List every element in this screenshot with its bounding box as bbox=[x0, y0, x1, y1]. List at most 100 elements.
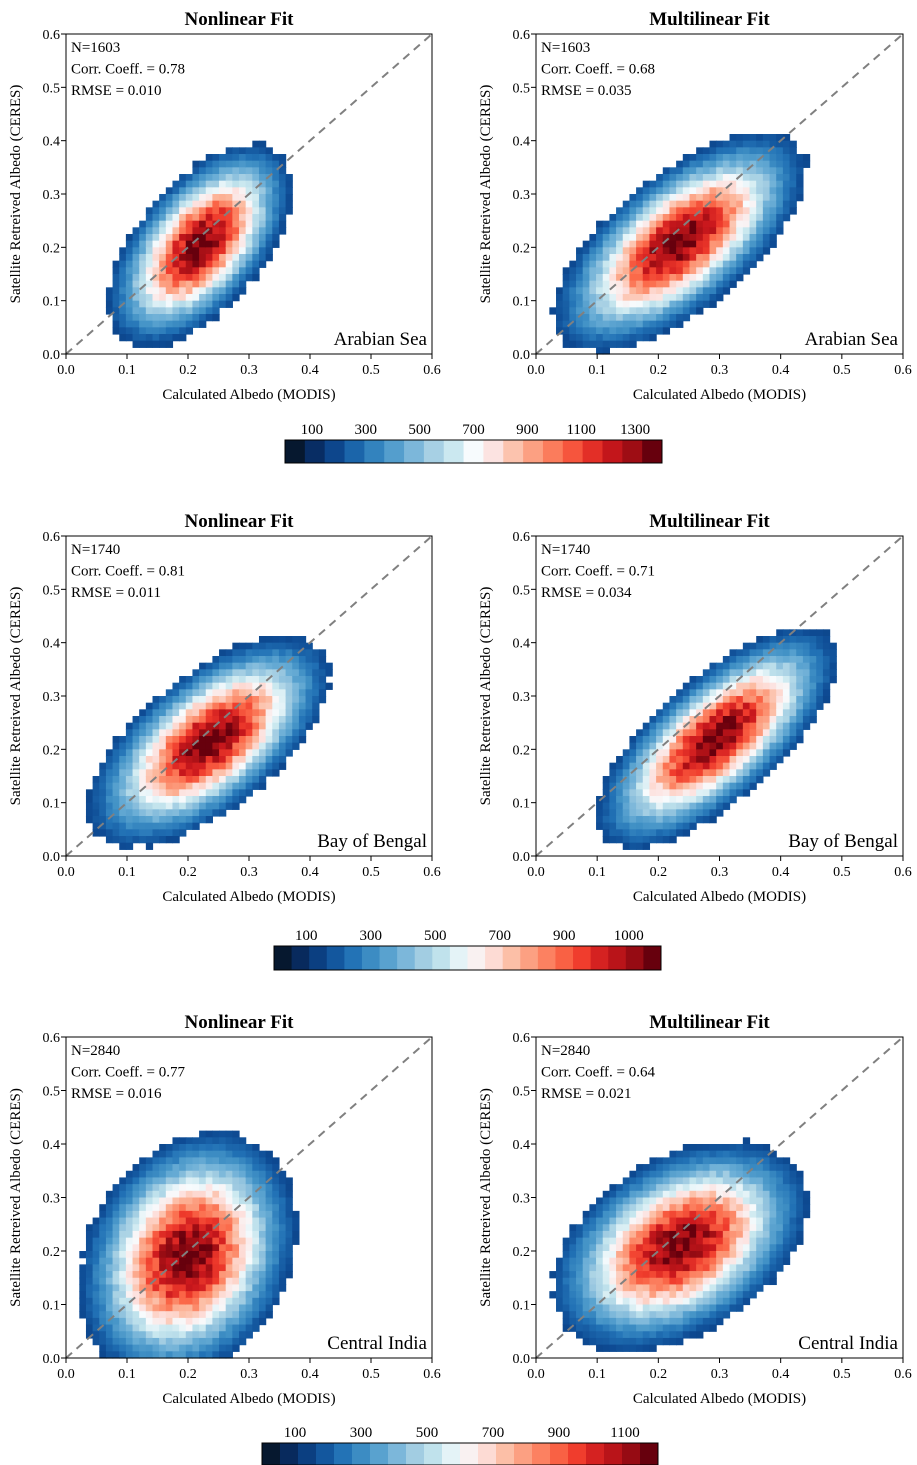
heatmap-cell bbox=[689, 234, 697, 242]
heatmap-cell bbox=[225, 1311, 233, 1319]
heatmap-cell bbox=[212, 1251, 220, 1259]
heatmap-cell bbox=[272, 1177, 280, 1185]
heatmap-cell bbox=[179, 1271, 187, 1279]
heatmap-cell bbox=[729, 207, 737, 215]
heatmap-cell bbox=[616, 247, 624, 255]
heatmap-cell bbox=[702, 709, 711, 717]
heatmap-cell bbox=[656, 1157, 664, 1165]
heatmap-cell bbox=[132, 716, 140, 724]
heatmap-cell bbox=[285, 676, 293, 684]
colorbar-tick-label: 500 bbox=[408, 422, 431, 438]
heatmap-cell bbox=[139, 327, 147, 335]
heatmap-cell bbox=[165, 334, 174, 342]
heatmap-cell bbox=[729, 180, 737, 188]
heatmap-cell bbox=[769, 749, 777, 757]
heatmap-cell bbox=[145, 1331, 154, 1339]
heatmap-cell bbox=[185, 722, 194, 730]
heatmap-cell bbox=[125, 254, 134, 262]
colorbar-swatch bbox=[604, 1443, 623, 1465]
heatmap-cell bbox=[596, 1217, 604, 1225]
heatmap-cell bbox=[756, 776, 764, 784]
heatmap-cell bbox=[152, 1244, 160, 1252]
heatmap-cell bbox=[85, 1251, 94, 1259]
heatmap-cell bbox=[589, 340, 597, 348]
heatmap-cell bbox=[99, 789, 107, 797]
heatmap-cell bbox=[252, 1197, 260, 1205]
heatmap-cell bbox=[729, 1264, 737, 1272]
y-tick-label: 0.6 bbox=[43, 530, 61, 545]
heatmap-cell bbox=[709, 274, 717, 282]
heatmap-cell bbox=[629, 776, 637, 784]
stat-text: Corr. Coeff. = 0.81 bbox=[71, 564, 185, 580]
heatmap-cell bbox=[769, 1190, 777, 1199]
heatmap-cell bbox=[199, 1224, 207, 1232]
heatmap-cell bbox=[265, 214, 273, 222]
heatmap-cell bbox=[172, 1210, 180, 1219]
heatmap-cell bbox=[742, 689, 751, 697]
heatmap-cell bbox=[776, 1177, 784, 1185]
heatmap-cell bbox=[239, 1184, 247, 1192]
heatmap-cell bbox=[689, 1304, 697, 1312]
heatmap-density bbox=[105, 140, 293, 348]
heatmap-cell bbox=[239, 696, 247, 704]
heatmap-cell bbox=[796, 736, 804, 744]
heatmap-cell bbox=[689, 1271, 697, 1279]
heatmap-cell bbox=[139, 816, 147, 824]
heatmap-cell bbox=[749, 676, 757, 684]
heatmap-cell bbox=[112, 809, 120, 817]
heatmap-cell bbox=[756, 669, 764, 677]
heatmap-cell bbox=[649, 789, 657, 797]
heatmap-cell bbox=[716, 676, 724, 684]
heatmap-cell bbox=[609, 314, 617, 322]
heatmap-cell bbox=[265, 1291, 273, 1299]
heatmap-cell bbox=[165, 1184, 174, 1192]
heatmap-cell bbox=[192, 207, 200, 215]
heatmap-cell bbox=[305, 669, 313, 677]
heatmap-cell bbox=[232, 689, 240, 697]
heatmap-cell bbox=[272, 1164, 280, 1172]
heatmap-cell bbox=[736, 187, 744, 195]
heatmap-cell bbox=[616, 1190, 624, 1199]
heatmap-cell bbox=[669, 174, 677, 182]
heatmap-cell bbox=[112, 294, 120, 302]
heatmap-cell bbox=[702, 1277, 711, 1286]
heatmap-cell bbox=[165, 274, 174, 282]
heatmap-cell bbox=[582, 260, 590, 268]
heatmap-cell bbox=[729, 1204, 737, 1212]
heatmap-cell bbox=[192, 762, 200, 770]
heatmap-cell bbox=[729, 1184, 737, 1192]
heatmap-cell bbox=[125, 1344, 134, 1352]
heatmap-cell bbox=[582, 1284, 590, 1292]
heatmap-cell bbox=[729, 649, 737, 657]
heatmap-cell bbox=[99, 1291, 107, 1299]
heatmap-cell bbox=[212, 287, 220, 295]
heatmap-cell bbox=[159, 836, 167, 844]
heatmap-cell bbox=[596, 240, 604, 248]
heatmap-cell bbox=[662, 769, 671, 777]
heatmap-cell bbox=[736, 174, 744, 182]
heatmap-cell bbox=[729, 702, 737, 710]
heatmap-cell bbox=[602, 1190, 610, 1199]
heatmap-cell bbox=[172, 769, 180, 777]
heatmap-cell bbox=[132, 1224, 140, 1232]
heatmap-cell bbox=[285, 1230, 293, 1239]
heatmap-cell bbox=[172, 1304, 180, 1312]
heatmap-cell bbox=[185, 207, 194, 215]
heatmap-cell bbox=[689, 260, 697, 268]
heatmap-cell bbox=[622, 1271, 631, 1279]
heatmap-cell bbox=[192, 1137, 200, 1145]
heatmap-cell bbox=[669, 267, 677, 275]
heatmap-cell bbox=[185, 1177, 194, 1185]
heatmap-cell bbox=[239, 147, 247, 155]
heatmap-cell bbox=[199, 716, 207, 724]
heatmap-cell bbox=[245, 736, 253, 744]
heatmap-cell bbox=[789, 736, 797, 744]
heatmap-cell bbox=[556, 1304, 564, 1312]
heatmap-cell bbox=[119, 796, 127, 804]
heatmap-cell bbox=[722, 1291, 731, 1299]
heatmap-cell bbox=[696, 1284, 704, 1292]
heatmap-cell bbox=[179, 194, 187, 202]
heatmap-cell bbox=[272, 1217, 280, 1225]
x-tick-label: 0.3 bbox=[240, 363, 258, 378]
heatmap-cell bbox=[212, 194, 220, 202]
